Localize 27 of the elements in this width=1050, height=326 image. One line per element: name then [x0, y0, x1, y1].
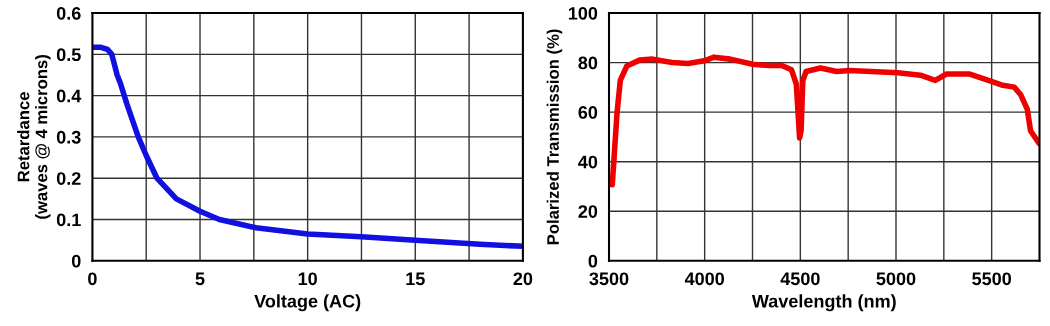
- x-tick-label: 5500: [972, 272, 1012, 286]
- y-tick-label: 20: [578, 205, 598, 218]
- y-tick-label: 0: [71, 254, 81, 268]
- x-tick-label: 4000: [684, 272, 725, 286]
- x-tick-label: 0: [88, 272, 97, 286]
- x-tick-label: 20: [513, 272, 533, 286]
- y-tick-label: 100: [568, 6, 598, 20]
- x-tick-label: 5000: [876, 272, 916, 286]
- x-tick-label: 3500: [589, 272, 629, 286]
- y-tick-label: 0.4: [56, 89, 82, 103]
- y-tick-label: 0.3: [56, 130, 81, 144]
- y-tick-label: 0.5: [56, 48, 81, 62]
- y-axis-title: Retardance (waves @ 4 microns): [17, 55, 51, 219]
- x-tick-label: 5: [195, 272, 205, 286]
- y-tick-label: 80: [578, 56, 598, 70]
- x-axis-title: Voltage (AC): [254, 294, 361, 312]
- y-tick-label: 0.1: [56, 213, 81, 227]
- x-tick-label: 4500: [780, 272, 820, 286]
- y-tick-label: 0.6: [56, 6, 81, 20]
- x-tick-label: 10: [298, 272, 317, 286]
- y-tick-label: 0: [588, 254, 598, 268]
- x-axis-title: Wavelength (nm): [751, 294, 896, 312]
- y-tick-label: 40: [578, 155, 598, 169]
- y-axis-title: Polarized Transmission (%): [546, 29, 563, 245]
- x-tick-label: 15: [406, 272, 425, 286]
- y-tick-label: 0.2: [56, 172, 81, 185]
- y-tick-label: 60: [578, 106, 598, 119]
